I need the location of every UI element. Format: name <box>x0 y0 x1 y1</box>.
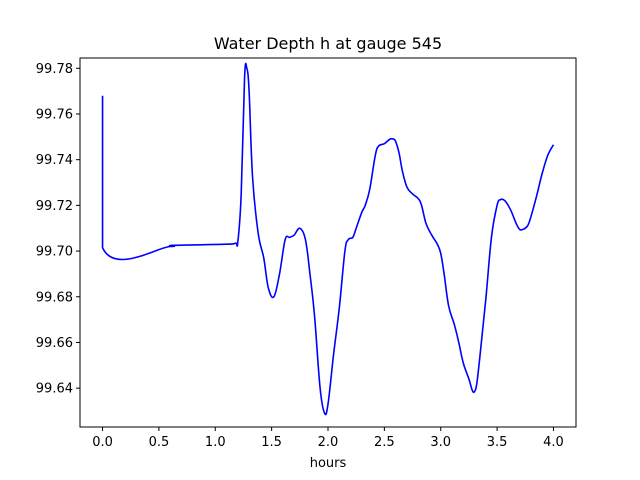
plot-area <box>101 62 555 416</box>
y-tick-label: 99.74 <box>36 153 73 168</box>
x-tick-label: 1.0 <box>205 435 226 450</box>
x-tick-label: 4.0 <box>543 435 564 450</box>
x-tick-label: 3.5 <box>487 435 508 450</box>
x-axis-label: hours <box>310 456 347 471</box>
x-tick-label: 0.0 <box>92 435 113 450</box>
y-tick-label: 99.66 <box>36 336 73 351</box>
x-tick-label: 3.0 <box>430 435 451 450</box>
x-axis: 0.0 0.5 1.0 1.5 2.0 2.5 3.0 3.5 4.0 <box>92 427 564 450</box>
x-tick-label: 2.5 <box>374 435 395 450</box>
y-tick-label: 99.72 <box>36 199 73 214</box>
y-tick-label: 99.68 <box>36 290 73 305</box>
x-tick-label: 0.5 <box>149 435 170 450</box>
y-axis: 99.64 99.66 99.68 99.70 99.72 99.74 99.76 99.78 <box>36 62 80 397</box>
plot-frame <box>79 57 577 428</box>
y-tick-label: 99.64 <box>36 382 73 397</box>
y-tick-label: 99.78 <box>36 62 73 77</box>
x-tick-label: 1.5 <box>261 435 282 450</box>
y-tick-label: 99.70 <box>36 245 73 260</box>
x-tick-label: 2.0 <box>318 435 339 450</box>
series-line <box>101 62 555 416</box>
y-tick-label: 99.76 <box>36 107 73 122</box>
chart-title: Water Depth h at gauge 545 <box>214 34 442 53</box>
